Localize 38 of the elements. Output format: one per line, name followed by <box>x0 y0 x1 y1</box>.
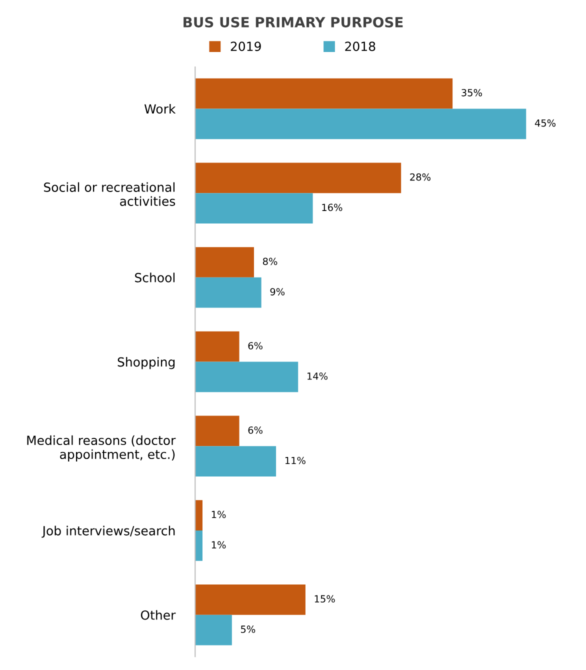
legend-label: 2018 <box>345 42 376 52</box>
y-tick-label: Shopping <box>118 357 175 370</box>
data-label: 14% <box>308 372 328 380</box>
data-label: 16% <box>322 204 342 212</box>
data-label: 11% <box>285 456 306 464</box>
data-label: 1% <box>212 510 226 518</box>
y-tick-label: Medical reasons (doctor appointment, etc.) <box>27 435 176 462</box>
data-label: 5% <box>240 626 256 633</box>
bar <box>195 416 240 446</box>
y-tick-label: Work <box>144 104 176 114</box>
data-label: 28% <box>410 173 430 181</box>
data-label: 6% <box>248 426 262 434</box>
bar <box>195 193 313 224</box>
bar <box>195 500 202 531</box>
bar <box>195 78 453 109</box>
data-label: 6% <box>248 342 262 350</box>
y-tick-label: Job interviews/search <box>42 526 175 538</box>
bar <box>195 584 306 615</box>
bar <box>195 331 240 362</box>
bar <box>195 247 254 278</box>
data-label: 35% <box>462 88 482 96</box>
bar <box>195 530 202 561</box>
data-label: 8% <box>262 258 278 266</box>
bar <box>195 614 232 646</box>
bar <box>195 162 402 194</box>
data-label: 15% <box>314 595 335 603</box>
bar <box>195 108 526 140</box>
legend-label: 2019 <box>230 42 261 52</box>
bar <box>195 277 262 308</box>
y-tick-label: School <box>135 272 175 282</box>
data-label: 45% <box>534 119 556 127</box>
bar <box>195 446 276 477</box>
bar <box>195 362 298 392</box>
y-tick-label: Social or recreational activities <box>44 182 176 206</box>
chart-title: BUS USE PRIMARY PURPOSE <box>184 16 403 28</box>
y-tick-label: Other <box>140 610 176 620</box>
data-label: 9% <box>270 288 285 296</box>
data-label: 1% <box>212 541 226 549</box>
